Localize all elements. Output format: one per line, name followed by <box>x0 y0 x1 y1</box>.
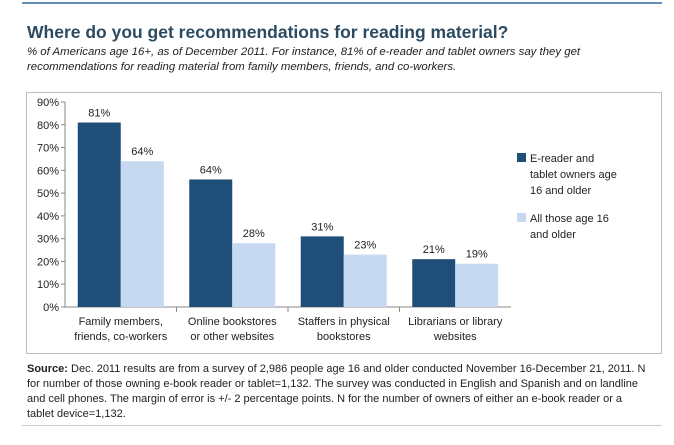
legend-label: All those age 16 <box>530 213 609 225</box>
y-tick-label: 60% <box>37 165 59 177</box>
data-label: 64% <box>200 164 222 176</box>
y-tick-label: 90% <box>37 97 59 109</box>
bar <box>77 122 121 307</box>
legend-label: and older <box>530 229 576 241</box>
legend-label: E-reader and <box>530 153 594 165</box>
y-tick-label: 0% <box>43 302 59 314</box>
data-label: 23% <box>354 240 376 252</box>
legend-label: tablet owners age <box>530 169 617 181</box>
legend-swatch <box>517 153 526 162</box>
top-rule <box>22 2 662 4</box>
chart-frame <box>26 92 662 354</box>
bar <box>300 236 344 307</box>
data-label: 31% <box>311 221 333 233</box>
bar <box>343 254 387 307</box>
x-category-label: websites <box>433 331 477 343</box>
source-text: Dec. 2011 results are from a survey of 2… <box>27 363 646 420</box>
bottom-rule <box>22 425 662 426</box>
x-category-label: or other websites <box>190 331 274 343</box>
y-tick-label: 70% <box>37 143 59 155</box>
x-category-label: bookstores <box>317 331 371 343</box>
y-tick-label: 40% <box>37 211 59 223</box>
x-category-label: friends, co-workers <box>74 331 167 343</box>
bar <box>455 263 499 307</box>
y-tick-label: 10% <box>37 279 59 291</box>
y-tick-label: 80% <box>37 120 59 132</box>
data-label: 21% <box>423 244 445 256</box>
y-tick-label: 30% <box>37 234 59 246</box>
bar <box>189 179 233 307</box>
data-label: 81% <box>88 108 110 120</box>
data-label: 28% <box>243 228 265 240</box>
bar-chart: 0% 10% 20% 30% 40% 50% 60% 70% 80% 90% 81% 64% Famil… <box>37 97 617 343</box>
legend-swatch <box>517 213 526 222</box>
bar <box>120 161 164 307</box>
source-note: Source: Dec. 2011 results are from a sur… <box>27 362 647 422</box>
source-label: Source: <box>27 363 68 375</box>
x-category-label: Librarians or library <box>408 316 503 328</box>
chart-title: Where do you get recommendations for rea… <box>27 22 509 42</box>
legend-label: 16 and older <box>530 185 591 197</box>
bar <box>232 243 276 307</box>
chart-subtitle: % of Americans age 16+, as of December 2… <box>27 46 581 73</box>
y-tick-label: 50% <box>37 188 59 200</box>
x-category-label: Family members, <box>79 316 163 328</box>
data-label: 19% <box>466 249 488 261</box>
x-category-label: Online bookstores <box>188 316 277 328</box>
x-category-label: Staffers in physical <box>298 316 390 328</box>
y-tick-label: 20% <box>37 256 59 268</box>
bar <box>412 259 456 307</box>
data-label: 64% <box>131 146 153 158</box>
